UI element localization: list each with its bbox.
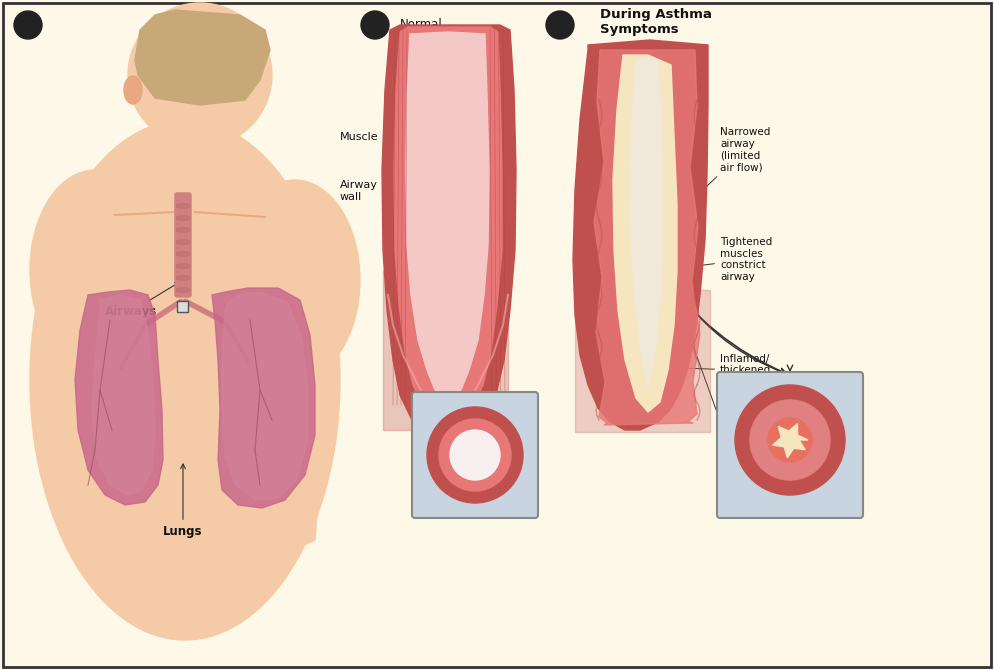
Text: Airways: Airways — [105, 282, 180, 318]
FancyBboxPatch shape — [717, 372, 863, 518]
FancyBboxPatch shape — [160, 107, 210, 198]
Circle shape — [735, 385, 845, 495]
FancyBboxPatch shape — [177, 301, 188, 312]
Circle shape — [750, 400, 830, 480]
Polygon shape — [92, 295, 155, 495]
Text: Muscle: Muscle — [440, 400, 476, 410]
Text: Thickened
airway wall: Thickened airway wall — [760, 492, 819, 514]
Polygon shape — [613, 55, 677, 412]
Ellipse shape — [176, 275, 190, 281]
Circle shape — [546, 11, 574, 39]
Text: Muscle: Muscle — [340, 129, 390, 142]
Circle shape — [768, 418, 812, 462]
Ellipse shape — [30, 120, 340, 640]
FancyBboxPatch shape — [175, 193, 191, 297]
Circle shape — [450, 430, 500, 480]
Text: Muscle: Muscle — [730, 386, 766, 396]
Polygon shape — [573, 40, 708, 430]
Text: A: A — [22, 16, 35, 34]
Polygon shape — [772, 423, 808, 458]
Ellipse shape — [176, 251, 190, 257]
Ellipse shape — [176, 287, 190, 293]
Ellipse shape — [176, 263, 190, 269]
Text: Airway
wall: Airway wall — [340, 180, 402, 202]
Text: B: B — [369, 16, 382, 34]
Circle shape — [427, 407, 523, 503]
Polygon shape — [630, 57, 663, 388]
Polygon shape — [75, 220, 320, 575]
Polygon shape — [222, 292, 308, 500]
Circle shape — [361, 11, 389, 39]
FancyBboxPatch shape — [412, 392, 538, 518]
Polygon shape — [406, 32, 489, 402]
Text: Airway x-section: Airway x-section — [429, 502, 521, 512]
Ellipse shape — [176, 204, 190, 208]
Polygon shape — [212, 288, 315, 508]
Text: Inflamed/
thickened
airway wall: Inflamed/ thickened airway wall — [597, 354, 779, 387]
Ellipse shape — [30, 170, 160, 370]
FancyBboxPatch shape — [155, 105, 215, 215]
Circle shape — [14, 11, 42, 39]
Ellipse shape — [176, 239, 190, 245]
Ellipse shape — [176, 228, 190, 232]
Text: Mucus: Mucus — [674, 293, 753, 472]
Circle shape — [439, 419, 511, 491]
Circle shape — [128, 3, 272, 147]
Polygon shape — [135, 10, 270, 105]
Polygon shape — [594, 50, 700, 425]
Ellipse shape — [176, 216, 190, 220]
Text: Airway
wall: Airway wall — [457, 444, 493, 466]
Text: Lungs: Lungs — [163, 464, 203, 538]
Text: Mucus: Mucus — [803, 386, 837, 396]
Polygon shape — [382, 25, 516, 435]
Text: Narrowed
airway
(limited
air flow): Narrowed airway (limited air flow) — [643, 127, 770, 247]
Ellipse shape — [230, 180, 360, 380]
Text: During Asthma
Symptoms: During Asthma Symptoms — [600, 8, 712, 36]
FancyBboxPatch shape — [3, 3, 991, 667]
Polygon shape — [394, 27, 502, 424]
Text: Tightened
muscles
constrict
airway: Tightened muscles constrict airway — [590, 237, 772, 282]
Text: C: C — [554, 16, 567, 34]
Text: Normal
Airway: Normal Airway — [400, 18, 442, 46]
Ellipse shape — [124, 76, 142, 104]
Polygon shape — [75, 290, 163, 505]
